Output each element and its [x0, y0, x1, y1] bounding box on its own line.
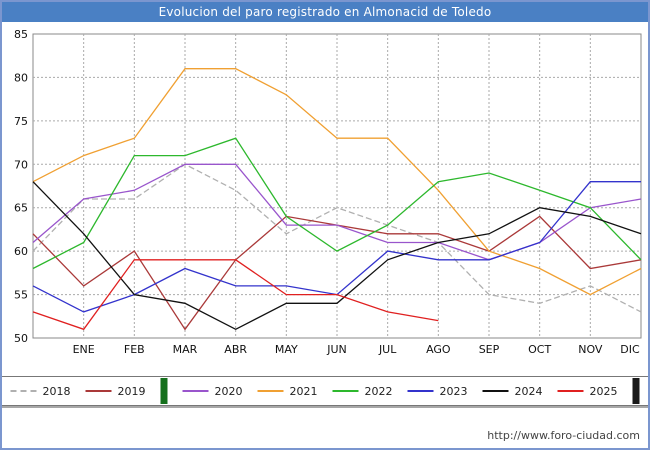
x-tick-label: FEB: [124, 343, 145, 356]
legend-year-label: 2020: [214, 384, 243, 398]
legend-item-2024: 2024: [482, 384, 543, 398]
y-tick-label: 85: [14, 28, 28, 41]
legend-year-label: 2022: [364, 384, 393, 398]
legend-line-sample: [85, 390, 112, 392]
x-tick-label: ABR: [224, 343, 247, 356]
y-tick-label: 80: [14, 71, 28, 84]
legend-line-sample: [10, 390, 37, 392]
series-line-2018: [32, 163, 642, 313]
legend-line-sample: [182, 390, 209, 392]
y-tick-label: 60: [14, 245, 28, 258]
series-line-2024: [32, 181, 642, 331]
x-tick-label: NOV: [578, 343, 603, 356]
legend: 2018 2019 2020 2021 2022 2023 2024 2025: [2, 376, 648, 406]
legend-line-sample: [332, 390, 359, 392]
legend-item-2023: 2023: [407, 384, 468, 398]
legend-item-2021: 2021: [257, 384, 318, 398]
legend-dark-stripe: [632, 378, 640, 404]
legend-line-sample: [482, 390, 509, 392]
legend-item-2018: 2018: [10, 384, 71, 398]
legend-line-sample: [257, 390, 284, 392]
y-tick-label: 70: [14, 158, 28, 171]
x-tick-label: OCT: [528, 343, 551, 356]
series-line-2022: [32, 137, 642, 270]
x-tick-label: MAR: [173, 343, 198, 356]
legend-year-label: 2025: [589, 384, 618, 398]
x-tick-label: AGO: [426, 343, 451, 356]
legend-item-2022: 2022: [332, 384, 393, 398]
legend-year-label: 2019: [117, 384, 146, 398]
x-tick-label: ENE: [73, 343, 95, 356]
y-tick-label: 55: [14, 289, 28, 302]
footer-url: http://www.foro-ciudad.com: [487, 429, 640, 442]
legend-year-label: 2021: [289, 384, 318, 398]
series-line-2021: [32, 68, 642, 296]
legend-item-2019: 2019: [85, 384, 146, 398]
legend-item-2025: 2025: [557, 384, 618, 398]
x-tick-label: MAY: [275, 343, 298, 356]
x-tick-label: JUL: [378, 343, 397, 356]
line-chart: 50 55 60 65 70 75 80 85 ENE FEB MAR ABR MAY JUN JUL AGO…: [14, 28, 642, 356]
legend-line-sample: [407, 390, 434, 392]
legend-year-label: 2023: [439, 384, 468, 398]
series-line-2025: [32, 259, 439, 331]
y-tick-label: 50: [14, 332, 28, 345]
x-tick-label: JUN: [326, 343, 347, 356]
legend-line-sample: [557, 390, 584, 392]
legend-green-stripe: [160, 378, 168, 404]
x-tick-label: DIC: [620, 343, 640, 356]
x-tick-label: SEP: [479, 343, 500, 356]
y-tick-label: 75: [14, 115, 28, 128]
legend-item-2020: 2020: [182, 384, 243, 398]
y-tick-label: 65: [14, 202, 28, 215]
chart-title: Evolucion del paro registrado en Almonac…: [2, 2, 648, 22]
legend-year-label: 2024: [514, 384, 543, 398]
legend-year-label: 2018: [42, 384, 71, 398]
